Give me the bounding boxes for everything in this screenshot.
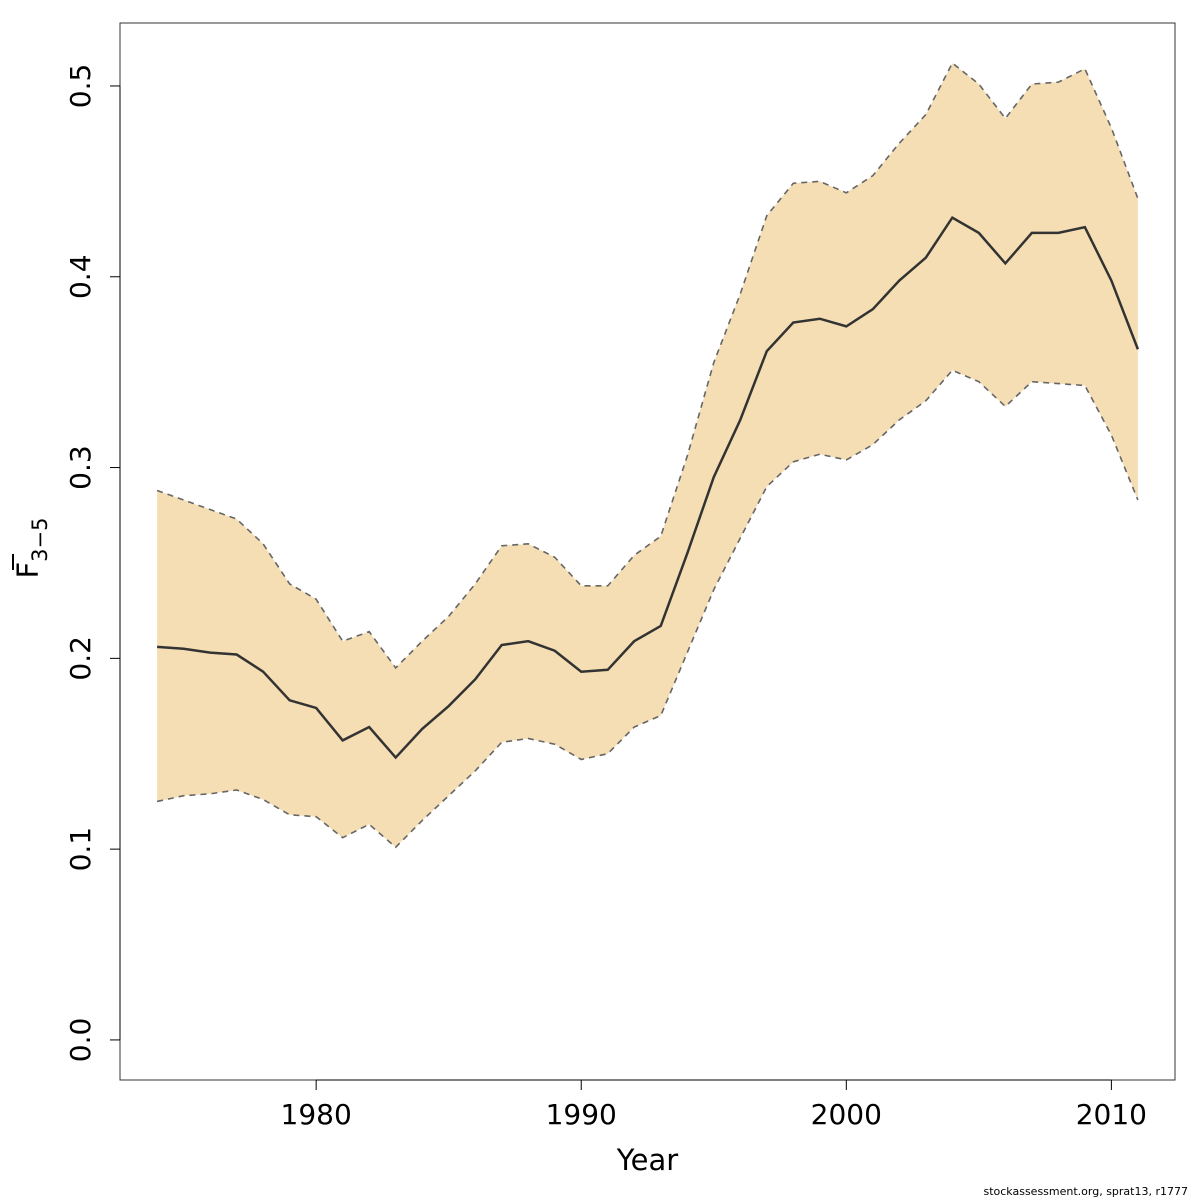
y-tick-label: 0.4: [64, 254, 97, 299]
y-axis-title-subscript: 3−5: [28, 517, 52, 561]
lower-bound-line: [156, 369, 1139, 849]
source-footer: stockassessment.org, sprat13, r1777: [983, 1185, 1188, 1198]
x-tick-label: 1990: [546, 1098, 617, 1131]
x-axis-title: Year: [616, 1143, 678, 1177]
y-tick-label: 0.1: [64, 827, 97, 872]
y-axis: 0.0 0.1 0.2 0.3 0.4 0.5: [64, 64, 121, 1063]
svg-text:F3−5: F3−5: [11, 517, 52, 578]
y-tick-label: 0.5: [64, 64, 97, 109]
series-layer: [156, 61, 1140, 849]
estimate-line: [157, 215, 1140, 760]
y-tick-label: 0.3: [64, 445, 97, 490]
y-tick-label: 0.2: [64, 636, 97, 681]
x-tick-label: 1980: [281, 1098, 352, 1131]
upper-bound-line: [156, 61, 1139, 670]
x-axis: 1980 1990 2000 2010: [281, 1079, 1147, 1131]
confidence-band-layer: [157, 63, 1138, 848]
y-tick-label: 0.0: [64, 1018, 97, 1063]
x-tick-label: 2000: [811, 1098, 882, 1131]
y-axis-title-main: F: [11, 562, 45, 579]
y-axis-title: F3−5: [11, 517, 52, 578]
x-tick-label: 2010: [1076, 1098, 1147, 1131]
confidence-band: [157, 63, 1138, 848]
